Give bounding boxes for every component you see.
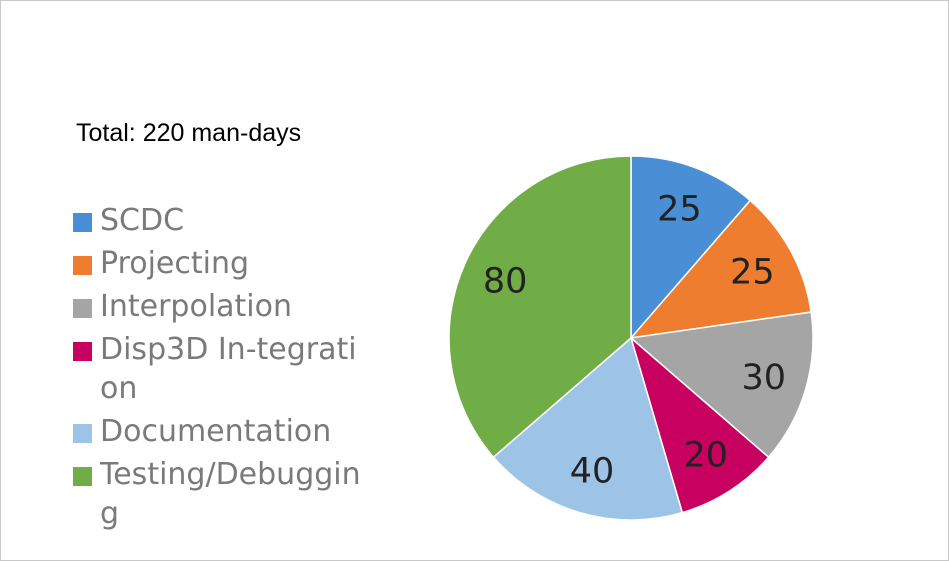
legend-item: Testing/Debugging bbox=[73, 455, 363, 533]
legend-swatch bbox=[73, 256, 92, 275]
pie-slice bbox=[629, 311, 814, 459]
legend-label: Testing/Debugging bbox=[100, 457, 361, 531]
legend-item: Disp3D In-tegration bbox=[73, 330, 363, 408]
legend-swatch bbox=[73, 342, 92, 361]
legend-label: Projecting bbox=[100, 246, 250, 281]
pie-slice-value-label: 30 bbox=[741, 358, 786, 398]
legend: SCDC Projecting Interpolation Disp3D In-teg… bbox=[73, 201, 363, 537]
pie-slice bbox=[448, 155, 632, 459]
legend-label: Documentation bbox=[100, 414, 332, 449]
pie-slice-value-label: 25 bbox=[730, 253, 775, 293]
total-annotation: Total: 220 man-days bbox=[76, 119, 302, 147]
legend-label: SCDC bbox=[100, 203, 185, 238]
legend-swatch bbox=[73, 299, 92, 318]
legend-label: Interpolation bbox=[100, 289, 292, 324]
legend-item: Documentation bbox=[73, 412, 363, 451]
pie-slice-value-label: 25 bbox=[657, 189, 702, 229]
legend-swatch bbox=[73, 424, 92, 443]
pie-slice bbox=[630, 155, 752, 341]
pie-chart: 25 25 30 20 40 80 bbox=[448, 155, 814, 521]
legend-swatch bbox=[73, 213, 92, 232]
pie-slice bbox=[492, 336, 684, 521]
pie-slice-value-label: 40 bbox=[570, 452, 615, 492]
legend-item: Projecting bbox=[73, 244, 363, 283]
legend-item: SCDC bbox=[73, 201, 363, 240]
legend-item: Interpolation bbox=[73, 287, 363, 326]
pie-slice bbox=[629, 335, 770, 514]
legend-swatch bbox=[73, 467, 92, 486]
pie-slice-value-label: 20 bbox=[684, 435, 729, 475]
pie-slice bbox=[629, 199, 812, 340]
pie-slice-value-label: 80 bbox=[483, 262, 528, 302]
legend-label: Disp3D In-tegration bbox=[100, 332, 357, 406]
